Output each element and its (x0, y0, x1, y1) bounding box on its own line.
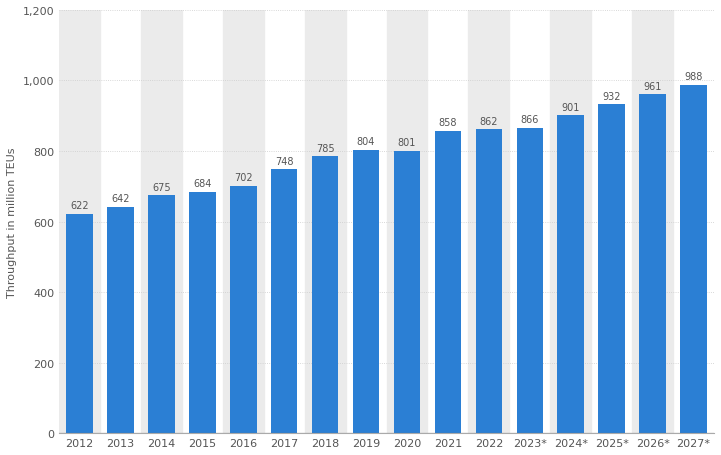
Bar (66, 214, 93, 433)
Bar (386, 11, 428, 433)
Text: 901: 901 (562, 103, 580, 113)
Bar (435, 131, 461, 433)
Bar (476, 130, 503, 433)
Bar (311, 157, 338, 433)
Bar (353, 150, 379, 433)
Bar (305, 11, 345, 433)
Bar (189, 192, 216, 433)
Bar (394, 152, 420, 433)
Text: 862: 862 (479, 116, 498, 126)
Bar (632, 11, 673, 433)
Bar (550, 11, 591, 433)
Bar (557, 116, 584, 433)
Bar (107, 207, 133, 433)
Bar (148, 196, 174, 433)
Text: 748: 748 (275, 157, 293, 167)
Bar (640, 95, 666, 433)
Text: 622: 622 (70, 201, 89, 211)
Bar (681, 86, 707, 433)
Bar (223, 11, 264, 433)
Text: 866: 866 (521, 115, 539, 125)
Bar (598, 105, 625, 433)
Text: 675: 675 (152, 182, 171, 192)
Bar (469, 11, 509, 433)
Bar (230, 186, 257, 433)
Bar (271, 170, 298, 433)
Bar (59, 11, 100, 433)
Text: 961: 961 (643, 81, 662, 91)
Bar (516, 128, 543, 433)
Text: 702: 702 (234, 173, 252, 182)
Text: 988: 988 (684, 72, 703, 82)
Text: 858: 858 (438, 118, 457, 128)
Text: 684: 684 (193, 179, 211, 189)
Text: 801: 801 (398, 138, 416, 148)
Bar (141, 11, 182, 433)
Y-axis label: Throughput in million TEUs: Throughput in million TEUs (7, 147, 17, 297)
Text: 932: 932 (603, 92, 621, 102)
Text: 804: 804 (357, 137, 375, 147)
Text: 785: 785 (316, 143, 335, 153)
Text: 642: 642 (111, 194, 130, 204)
